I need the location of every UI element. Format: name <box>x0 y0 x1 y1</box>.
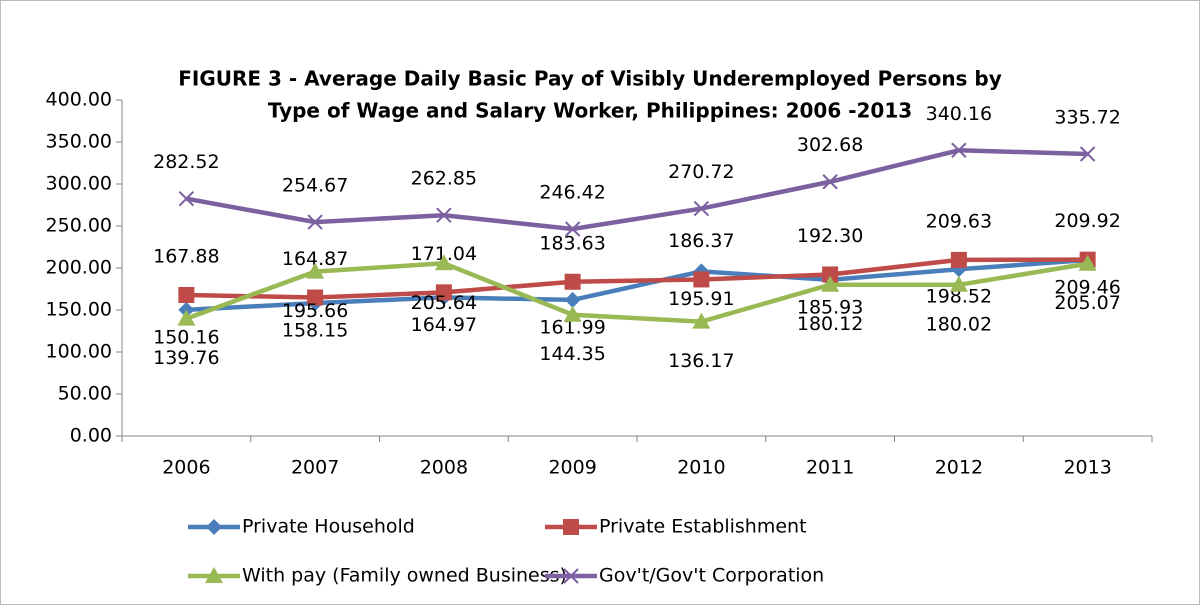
chart-title: FIGURE 3 - Average Daily Basic Pay of Vi… <box>178 67 1002 91</box>
y-tick-label: 300.00 <box>46 173 112 195</box>
data-label: 205.64 <box>411 292 477 314</box>
x-tick-label: 2006 <box>162 457 210 479</box>
data-label: 183.63 <box>539 232 605 254</box>
y-tick-label: 50.00 <box>58 383 112 405</box>
data-label: 136.17 <box>668 350 734 372</box>
marker <box>307 214 323 230</box>
chart-title: Type of Wage and Salary Worker, Philippi… <box>268 99 912 123</box>
marker <box>822 174 838 190</box>
marker <box>564 291 581 308</box>
data-label: 171.04 <box>411 243 477 265</box>
data-label: 195.66 <box>282 300 348 322</box>
data-label: 209.63 <box>926 210 992 232</box>
y-tick-label: 250.00 <box>46 215 112 237</box>
series-line <box>185 148 1088 232</box>
marker <box>436 207 452 223</box>
y-tick-label: 100.00 <box>46 341 112 363</box>
marker <box>435 284 452 301</box>
data-label: 198.52 <box>926 286 992 308</box>
marker <box>177 309 196 326</box>
marker <box>821 275 840 292</box>
data-label: 139.76 <box>153 347 219 369</box>
data-label: 150.16 <box>153 326 219 348</box>
legend-label: Private Household <box>242 516 415 538</box>
x-tick-label: 2013 <box>1063 457 1111 479</box>
data-label: 167.88 <box>153 245 219 267</box>
marker <box>564 221 581 237</box>
data-label: 209.92 <box>1054 210 1120 232</box>
data-label: 282.52 <box>153 151 219 173</box>
marker <box>564 273 581 290</box>
marker <box>563 568 579 584</box>
y-tick-label: 350.00 <box>46 131 112 153</box>
y-tick-label: 0.00 <box>70 425 112 447</box>
data-label: 164.87 <box>282 248 348 270</box>
marker <box>178 286 195 303</box>
data-label: 246.42 <box>539 182 605 204</box>
marker <box>950 251 967 268</box>
marker <box>563 305 582 322</box>
marker <box>949 275 968 292</box>
marker <box>306 262 325 279</box>
data-label: 180.12 <box>797 313 863 335</box>
data-label: 335.72 <box>1054 106 1120 128</box>
marker <box>307 289 324 306</box>
series-line <box>185 260 1088 324</box>
x-tick-label: 2007 <box>291 457 339 479</box>
data-label: 262.85 <box>411 168 477 190</box>
x-tick-label: 2012 <box>935 457 983 479</box>
data-label: 164.97 <box>411 314 477 336</box>
marker <box>692 312 711 329</box>
data-label: 144.35 <box>539 343 605 365</box>
marker <box>822 266 839 283</box>
data-label: 195.91 <box>668 288 734 310</box>
x-tick-label: 2009 <box>548 457 596 479</box>
marker <box>205 567 223 583</box>
series-line <box>186 257 1088 313</box>
legend-label: Private Establishment <box>599 516 807 538</box>
marker <box>951 142 967 158</box>
data-label: 158.15 <box>282 320 348 342</box>
marker <box>1079 146 1096 162</box>
data-label: 302.68 <box>797 134 863 156</box>
y-tick-label: 200.00 <box>46 257 112 279</box>
data-label: 185.93 <box>797 296 863 318</box>
marker <box>434 254 453 271</box>
marker <box>206 519 222 535</box>
x-tick-label: 2011 <box>806 457 854 479</box>
x-tick-label: 2010 <box>677 457 725 479</box>
series-line <box>186 257 1088 300</box>
legend-label: Gov't/Gov't Corporation <box>599 565 824 587</box>
data-label: 209.46 <box>1054 277 1120 299</box>
data-label: 180.02 <box>926 313 992 335</box>
data-label: 270.72 <box>668 161 734 183</box>
data-label: 186.37 <box>668 230 734 252</box>
y-tick-label: 400.00 <box>46 89 112 111</box>
marker <box>1078 254 1097 271</box>
legend-label: With pay (Family owned Business) <box>242 565 567 587</box>
data-label: 254.67 <box>282 175 348 197</box>
marker <box>563 519 579 535</box>
data-label: 192.30 <box>797 225 863 247</box>
marker <box>178 190 195 207</box>
data-label: 205.07 <box>1054 292 1120 314</box>
y-tick-label: 150.00 <box>46 299 112 321</box>
data-label: 340.16 <box>926 103 992 125</box>
x-tick-label: 2008 <box>420 457 468 479</box>
data-label: 161.99 <box>539 316 605 338</box>
marker <box>693 200 710 217</box>
marker <box>693 271 710 288</box>
